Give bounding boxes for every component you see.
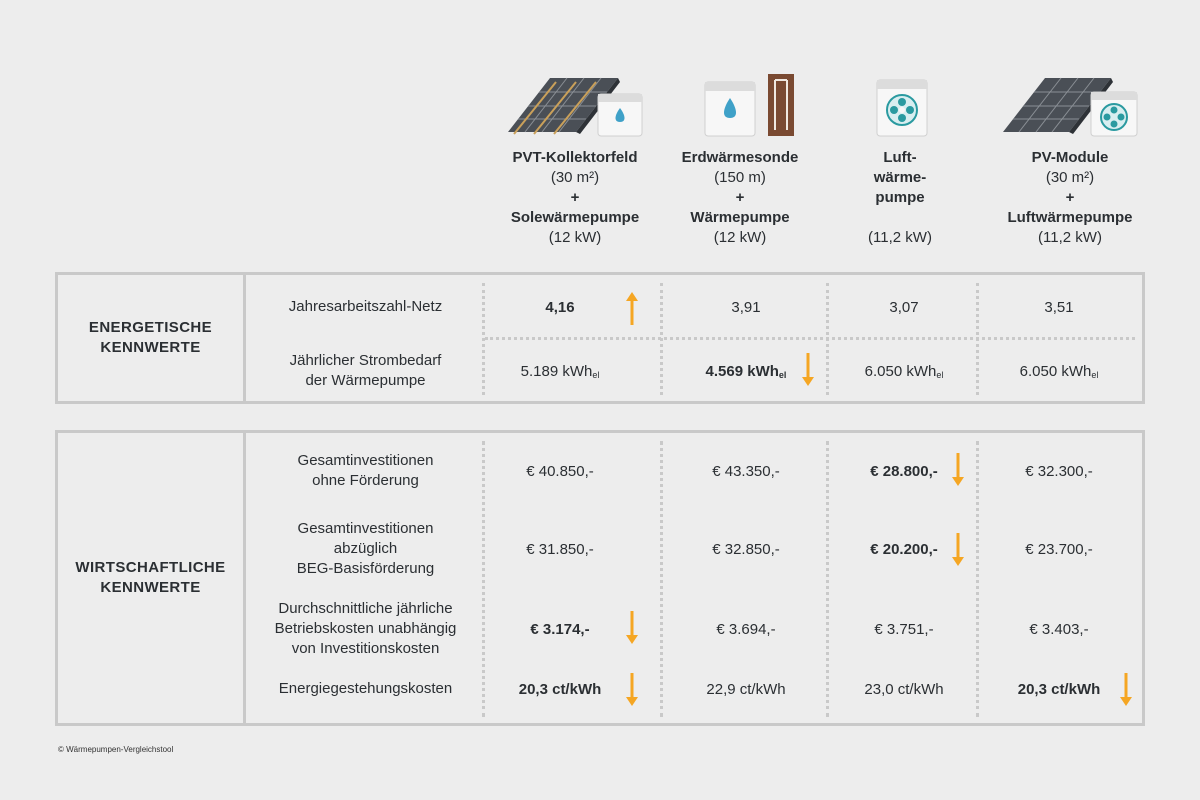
pv-module-air-pump-icon xyxy=(1003,77,1138,137)
ground-probe-heat-pump-icon xyxy=(704,74,794,137)
value-cell: € 31.850,- xyxy=(526,540,594,558)
column-title-line1: Luft- xyxy=(883,149,917,166)
value-cell: 20,3 ct/kWh xyxy=(1017,680,1101,698)
value-cell: 20,3 ct/kWh xyxy=(518,680,602,698)
value-cell: € 23.700,- xyxy=(1025,540,1093,558)
column-title-line4: Luftwärmepumpe xyxy=(1007,209,1133,226)
arrow-down-icon xyxy=(952,453,964,486)
column-title-line4: Solewärmepumpe xyxy=(510,209,640,226)
column-title-line4 xyxy=(815,208,985,228)
economic-panel-label: WIRTSCHAFTLICHE KENNWERTE xyxy=(58,433,246,723)
value-cell: € 3.694,- xyxy=(716,620,776,638)
value-cell: € 32.850,- xyxy=(712,540,780,558)
panel-label-line2: KENNWERTE xyxy=(100,579,201,596)
value-cell: € 40.850,- xyxy=(526,462,594,480)
value-cell: € 32.300,- xyxy=(1025,462,1093,480)
value-cell: 4.569 kWhel xyxy=(705,362,787,380)
column-header-pv-module: PV-Module (30 m²) + Luftwärmepumpe (11,2… xyxy=(985,70,1155,248)
value-cell: 3,51 xyxy=(1044,298,1074,316)
column-title-line2: wärme- xyxy=(873,169,927,186)
table-row: Gesamtinvestitionen ohne Förderung € 40.8… xyxy=(249,441,1142,501)
row-label: Jährlicher Strombedarf der Wärmepumpe xyxy=(289,352,442,389)
value-cell: 4,16 xyxy=(545,298,575,316)
column-title-line2: (30 m²) xyxy=(550,169,600,186)
column-title-line3: + xyxy=(570,189,580,206)
value-cell: 22,9 ct/kWh xyxy=(706,680,786,698)
table-row: Durchschnittliche jährliche Betriebskoste… xyxy=(249,593,1142,665)
arrow-down-icon xyxy=(952,533,964,566)
value-cell: 5.189 kWhel xyxy=(520,362,600,380)
value-cell: 6.050 kWhel xyxy=(864,362,944,380)
value-cell: € 3.403,- xyxy=(1029,620,1089,638)
panel-label-line2: KENNWERTE xyxy=(100,339,201,356)
value-cell: 3,91 xyxy=(731,298,761,316)
column-title-line3: pumpe xyxy=(875,189,925,206)
column-title-line4: Wärmepumpe xyxy=(690,209,790,226)
economic-panel: WIRTSCHAFTLICHE KENNWERTE Gesamtinvestiti… xyxy=(55,430,1145,726)
row-label: Gesamtinvestitionen abzüglich BEG-Basisför… xyxy=(296,520,435,577)
row-label: Gesamtinvestitionen ohne Förderung xyxy=(297,452,434,489)
arrow-down-icon xyxy=(1120,673,1132,706)
value-cell: 3,07 xyxy=(889,298,919,316)
value-cell: 23,0 ct/kWh xyxy=(864,680,944,698)
column-header-ground-probe: Erdwärmesonde (150 m) + Wärmepumpe (12 k… xyxy=(655,70,825,248)
copyright-note: © Wärmepumpen-Vergleichstool xyxy=(58,745,174,754)
value-cell: € 3.751,- xyxy=(874,620,934,638)
column-title-line3: + xyxy=(1065,189,1075,206)
value-cell: € 3.174,- xyxy=(530,620,590,638)
table-row: Jährlicher Strombedarf der Wärmepumpe 5.1… xyxy=(249,339,1142,403)
table-row: Gesamtinvestitionen abzüglich BEG-Basisför… xyxy=(249,513,1142,585)
value-cell: 6.050 kWhel xyxy=(1019,362,1099,380)
energetic-panel-label: ENERGETISCHE KENNWERTE xyxy=(58,275,246,401)
arrow-down-icon xyxy=(626,673,638,706)
column-title-line5: (11,2 kW) xyxy=(1038,229,1102,246)
column-title-line1: Erdwärmesonde xyxy=(681,149,799,166)
column-header-air-pump: Luft- wärme- pumpe (11,2 kW) xyxy=(815,70,985,248)
value-cell: € 43.350,- xyxy=(712,462,780,480)
table-row: Energiegestehungskosten 20,3 ct/kWh 22,9… xyxy=(249,669,1142,709)
column-title-line1: PVT-Kollektorfeld xyxy=(512,149,638,166)
panel-label-line1: ENERGETISCHE xyxy=(88,319,213,336)
column-header-pvt: PVT-Kollektorfeld (30 m²) + Solewärmepum… xyxy=(490,70,660,248)
value-cell: € 20.200,- xyxy=(870,540,938,558)
column-title-line2: (30 m²) xyxy=(1045,169,1095,186)
column-title-line1: PV-Module xyxy=(1031,149,1109,166)
arrow-up-icon xyxy=(626,292,638,325)
column-title-line5: (11,2 kW) xyxy=(868,229,932,246)
energetic-panel: ENERGETISCHE KENNWERTE Jahresarbeitszahl-… xyxy=(55,272,1145,404)
value-cell: € 28.800,- xyxy=(870,462,938,480)
panel-label-line1: WIRTSCHAFTLICHE xyxy=(75,559,226,576)
table-row: Jahresarbeitszahl-Netz 4,16 3,91 3,07 3,… xyxy=(249,275,1142,339)
row-label: Durchschnittliche jährliche Betriebskoste… xyxy=(274,600,457,657)
row-label: Energiegestehungskosten xyxy=(278,680,453,697)
arrow-down-icon xyxy=(802,353,814,386)
pvt-collector-brine-pump-icon xyxy=(508,77,643,137)
arrow-down-icon xyxy=(626,611,638,644)
column-title-line5: (12 kW) xyxy=(548,229,602,246)
air-heat-pump-icon xyxy=(876,79,928,137)
row-label: Jahresarbeitszahl-Netz xyxy=(288,298,443,315)
column-title-line5: (12 kW) xyxy=(713,229,767,246)
column-title-line3: + xyxy=(735,189,745,206)
column-title-line2: (150 m) xyxy=(714,169,766,186)
